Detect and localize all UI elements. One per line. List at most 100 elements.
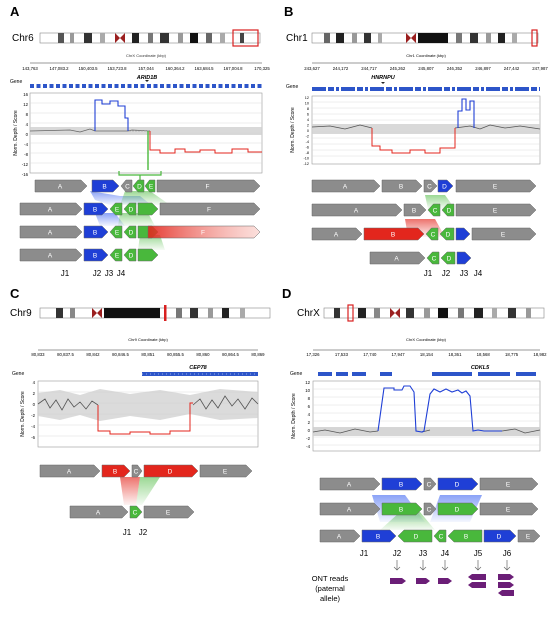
y-tick: -2 <box>306 135 309 139</box>
segment-arrow <box>83 248 109 262</box>
segment-arrow <box>479 477 539 491</box>
panel-a: A Chr6 ChrX Coordinate (kbp) 143,763 147… <box>10 4 270 278</box>
arrows-layer: A B C D E FA B E D FA B E D FA B E DA B C D EA B C D EA B C D EA C DA B… <box>19 179 541 596</box>
coord-tick: 80,842 <box>86 352 100 357</box>
segment-label: D <box>455 506 460 513</box>
gene-track-label: Gene <box>12 371 24 377</box>
junction-label: J2 <box>393 549 402 558</box>
y-tick: 6 <box>308 404 311 409</box>
segment-arrow <box>129 505 143 519</box>
segment-label: C <box>134 468 139 475</box>
depth-trace-red <box>149 131 262 154</box>
panel-letter: C <box>10 286 20 301</box>
y-tick-labels: 16 12 8 4 0 -4 -8 -12 -16 <box>22 92 29 177</box>
segment-arrow <box>381 502 423 516</box>
segment-arrow <box>455 203 537 217</box>
structure-shadows <box>120 477 160 505</box>
segment-label: A <box>48 206 53 213</box>
y-tick: -6 <box>31 435 35 440</box>
y-tick: 12 <box>305 380 310 385</box>
coord-tick: 157,044 <box>138 66 154 71</box>
segment-arrow <box>423 502 437 516</box>
y-tick-labels: 12 10 8 6 4 2 0 -2 -4 -6 -8 -10 -12 <box>304 96 310 166</box>
depth-trace-blue <box>377 385 502 433</box>
segment-label: A <box>343 183 348 190</box>
segment-arrow <box>143 505 195 519</box>
y-tick: 2 <box>33 391 36 396</box>
junction-label: J4 <box>474 269 483 278</box>
segment-arrow <box>471 227 537 241</box>
y-tick: -8 <box>306 151 309 155</box>
y-tick: 12 <box>305 96 309 100</box>
segment-label: A <box>394 255 399 262</box>
segment-arrow <box>423 477 437 491</box>
ont-read-arrow <box>390 578 406 584</box>
y-tick: -4 <box>24 142 28 147</box>
segment-arrow <box>83 225 109 239</box>
y-tick: -6 <box>306 146 309 150</box>
segment-arrow <box>120 179 133 193</box>
segment-label: D <box>447 207 452 214</box>
coord-tick: 80,869 <box>251 352 265 357</box>
junction-labels: J1 J2 <box>123 528 148 537</box>
coordinate-axis: ChrX Coordinate (kbp) 143,763 147,083.2 … <box>22 53 270 71</box>
y-tick: 0 <box>33 402 36 407</box>
segment-label: E <box>526 533 531 540</box>
segment-arrow <box>19 202 83 216</box>
ont-read-arrow <box>438 578 452 584</box>
junction-label: J2 <box>93 269 102 278</box>
segment-arrow <box>131 464 143 478</box>
segment-label: E <box>115 206 120 213</box>
segment-arrow <box>156 179 261 193</box>
depth-trace-gray <box>29 128 151 133</box>
coord-tick: 80,837.5 <box>57 352 74 357</box>
junction-label: J4 <box>117 269 126 278</box>
segment-arrow <box>319 502 381 516</box>
coord-tick: 247,987 <box>532 66 548 71</box>
segment-arrow <box>83 202 109 216</box>
coordinate-axis: ChrX Coordinate (kbp) 17,326 17,533 17,7… <box>306 337 547 357</box>
segment-arrow <box>319 477 381 491</box>
segment-label: B <box>412 207 416 214</box>
junction-label: J3 <box>460 269 469 278</box>
coord-tick: 246,352 <box>447 66 463 71</box>
depth-trace-blue <box>94 99 129 131</box>
y-tick: 12 <box>23 102 28 107</box>
segment-arrow <box>439 227 455 241</box>
junction-label: J6 <box>503 549 512 558</box>
segment-arrow <box>437 502 479 516</box>
ideogram <box>39 305 271 321</box>
segment-arrow <box>437 179 454 193</box>
segment-label: E <box>506 481 511 488</box>
junction-labels: J1 J2 J3 J4 <box>61 269 126 278</box>
segment-arrow <box>159 202 261 216</box>
coord-tick: 247,442 <box>504 66 520 71</box>
y-tick: 10 <box>305 102 309 106</box>
junction-label: J3 <box>419 549 428 558</box>
coord-tick: 18,775 <box>505 352 519 357</box>
segment-label: B <box>93 229 97 236</box>
gene-track: Gene HNRNPU <box>286 75 540 91</box>
junction-label: J1 <box>123 528 132 537</box>
segment-arrow <box>311 227 363 241</box>
gene-track-label: Gene <box>10 79 22 85</box>
zoom-bracket <box>118 171 162 180</box>
ont-read-arrow <box>468 582 486 588</box>
segment-label: B <box>399 506 403 513</box>
coord-tick: 18,982 <box>533 352 547 357</box>
gene-name: CEP78 <box>189 365 207 371</box>
segment-label: A <box>347 506 352 513</box>
segment-arrow <box>437 477 479 491</box>
y-tick: 4 <box>308 412 311 417</box>
coord-tick: 244,172 <box>333 66 349 71</box>
segment-label: A <box>347 481 352 488</box>
depth-trace-red <box>371 128 456 154</box>
coord-tick: 17,740 <box>363 352 377 357</box>
segment-label: C <box>433 207 438 214</box>
coord-tick: 170,325 <box>254 66 270 71</box>
depth-plot: Norm. Depth / Score 16 12 8 4 0 -4 -8 -1… <box>13 92 263 177</box>
y-tick: -2 <box>306 436 310 441</box>
y-tick: 6 <box>307 113 309 117</box>
segment-label: A <box>58 183 63 190</box>
